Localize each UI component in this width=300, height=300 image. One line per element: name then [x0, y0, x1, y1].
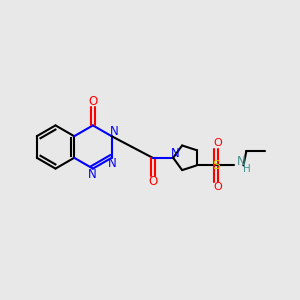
Text: O: O: [88, 95, 98, 108]
Text: N: N: [108, 157, 117, 170]
Text: N: N: [237, 155, 245, 168]
Text: O: O: [148, 175, 157, 188]
Text: S: S: [212, 159, 220, 172]
Text: N: N: [110, 125, 118, 138]
Text: N: N: [88, 167, 97, 181]
Text: H: H: [243, 164, 251, 174]
Text: N: N: [171, 147, 180, 160]
Text: O: O: [213, 139, 222, 148]
Text: O: O: [213, 182, 222, 192]
